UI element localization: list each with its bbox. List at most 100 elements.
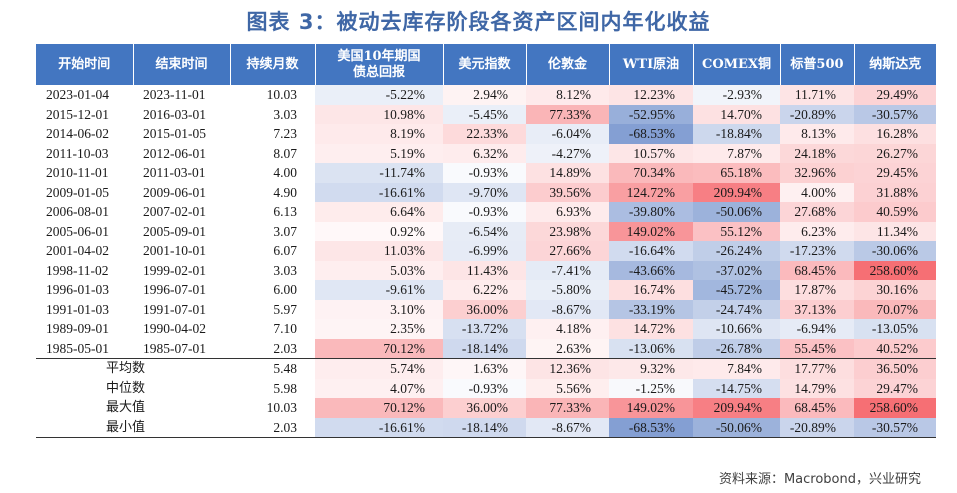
return-cell: -17.23% <box>780 241 854 261</box>
source-note: 资料来源：Macrobond，兴业研究 <box>718 472 921 487</box>
return-cell: 5.03% <box>315 260 443 280</box>
return-cell: 65.18% <box>693 163 780 183</box>
return-cell: 10.57% <box>609 143 693 163</box>
return-cell: -16.61% <box>315 182 443 202</box>
start-date-cell: 1985-05-01 <box>46 340 109 356</box>
page-title: 图表 3：被动去库存阶段各资产区间内年化收益 <box>246 10 711 34</box>
return-cell: -50.06% <box>693 417 780 438</box>
return-cell: 32.96% <box>780 163 854 183</box>
return-cell: 70.07% <box>854 299 936 319</box>
return-cell: 149.02% <box>609 398 693 418</box>
return-cell: -68.53% <box>609 124 693 144</box>
return-cell: 17.87% <box>780 280 854 300</box>
return-cell: 29.45% <box>854 163 936 183</box>
header-london-gold: 伦敦金 <box>525 44 609 85</box>
table-row: 2006-08-01 2007-02-01 6.13 6.64% -0.93% 6.93%… <box>36 202 936 222</box>
return-cell: 6.23% <box>780 221 854 241</box>
return-cell: 5.56% <box>526 378 609 398</box>
return-cell: 124.72% <box>609 182 693 202</box>
months-cell: 3.03 <box>273 106 297 122</box>
start-date-cell: 1989-09-01 <box>46 321 109 336</box>
return-cell: -45.72% <box>693 280 780 300</box>
return-cell: 6.93% <box>526 202 609 222</box>
header-row: 开始时间 结束时间 持续月数 美国10年期国债总回报 美元指数 伦敦金 WTI原… <box>36 44 936 85</box>
months-cell: 3.03 <box>273 262 297 278</box>
return-cell: -43.66% <box>609 260 693 280</box>
start-date-cell: 2015-12-01 <box>46 106 109 122</box>
return-cell: -10.66% <box>693 319 780 339</box>
start-date-cell: 2011-10-03 <box>46 145 109 161</box>
end-date-cell: 1985-07-01 <box>143 340 206 356</box>
months-cell: 6.07 <box>273 243 297 258</box>
table-row: 1989-09-01 1990-04-02 7.10 2.35% -13.72% 4.18… <box>36 319 936 339</box>
return-cell: 11.34% <box>854 221 936 241</box>
start-date-cell: 1998-11-02 <box>46 262 109 278</box>
return-cell: 55.12% <box>693 221 780 241</box>
months-cell: 8.07 <box>273 145 297 161</box>
return-cell: -52.95% <box>609 104 693 124</box>
return-cell: 8.13% <box>780 124 854 144</box>
return-cell: 12.36% <box>526 358 609 379</box>
return-cell: -50.06% <box>693 202 780 222</box>
table-row: 2015-12-01 2016-03-01 3.03 10.98% -5.45% 77.3… <box>36 104 936 124</box>
return-cell: 4.00% <box>780 182 854 202</box>
months-cell: 10.03 <box>266 400 297 415</box>
end-date-cell: 2005-09-01 <box>143 223 206 239</box>
return-cell: 209.94% <box>693 182 780 202</box>
return-cell: 22.33% <box>443 124 526 144</box>
return-cell: -37.02% <box>693 260 780 280</box>
return-cell: -1.25% <box>609 378 693 398</box>
return-cell: 209.94% <box>693 398 780 418</box>
summary-row: 最小值 2.03 -16.61% -18.14% -8.67% -68.53% -50.06… <box>36 417 936 438</box>
return-cell: -4.27% <box>526 143 609 163</box>
return-cell: -30.06% <box>854 241 936 261</box>
return-cell: -6.99% <box>443 241 526 261</box>
return-cell: -13.06% <box>609 338 693 359</box>
table-row: 2009-01-05 2009-06-01 4.90 -16.61% -9.70% 39.… <box>36 182 936 202</box>
return-cell: 16.28% <box>854 124 936 144</box>
return-cell: 9.32% <box>609 358 693 379</box>
header-wti-crude: WTI原油 <box>608 44 693 85</box>
start-date-cell: 2005-06-01 <box>46 223 109 239</box>
summary-row: 平均数 5.48 5.74% 1.63% 12.36% 9.32% 7.84% 17.77% 3… <box>36 358 936 379</box>
return-cell: -9.61% <box>315 280 443 300</box>
return-cell: -68.53% <box>609 417 693 438</box>
return-cell: 2.94% <box>443 85 526 105</box>
return-cell: 26.27% <box>854 143 936 163</box>
start-date-cell: 2010-11-01 <box>46 165 109 180</box>
return-cell: 4.18% <box>526 319 609 339</box>
return-cell: 10.98% <box>315 104 443 124</box>
months-cell: 6.13 <box>273 204 297 219</box>
return-cell: 30.16% <box>854 280 936 300</box>
table-body: 2023-01-04 2023-11-01 10.03 -5.22% 2.94% 8.12… <box>36 85 936 438</box>
return-cell: -6.54% <box>443 221 526 241</box>
header-end-date: 结束时间 <box>132 44 230 85</box>
return-cell: -39.80% <box>609 202 693 222</box>
start-date-cell: 1991-01-03 <box>46 301 109 317</box>
table-row: 1991-01-03 1991-07-01 5.97 3.10% 36.00% -8.67… <box>36 299 936 319</box>
end-date-cell: 2023-11-01 <box>143 87 206 102</box>
end-date-cell: 2016-03-01 <box>143 106 206 122</box>
summary-label-cell: 平均数 <box>36 358 230 379</box>
months-cell: 10.03 <box>266 87 297 102</box>
return-cell: 4.07% <box>315 378 443 398</box>
return-cell: 40.59% <box>854 202 936 222</box>
return-cell: 68.45% <box>780 260 854 280</box>
return-cell: -30.57% <box>854 417 936 438</box>
return-cell: -13.72% <box>443 319 526 339</box>
return-cell: 39.56% <box>526 182 609 202</box>
returns-table-container: 开始时间 结束时间 持续月数 美国10年期国债总回报 美元指数 伦敦金 WTI原… <box>36 44 936 438</box>
return-cell: -7.41% <box>526 260 609 280</box>
returns-table: 开始时间 结束时间 持续月数 美国10年期国债总回报 美元指数 伦敦金 WTI原… <box>36 44 936 438</box>
months-cell: 7.23 <box>273 126 297 141</box>
return-cell: -18.84% <box>693 124 780 144</box>
return-cell: 29.49% <box>854 85 936 105</box>
return-cell: 2.63% <box>526 338 609 359</box>
return-cell: 6.22% <box>443 280 526 300</box>
table-row: 2014-06-02 2015-01-05 7.23 8.19% 22.33% -6.04… <box>36 124 936 144</box>
months-cell: 7.10 <box>273 321 297 336</box>
return-cell: -5.80% <box>526 280 609 300</box>
table-row: 2023-01-04 2023-11-01 10.03 -5.22% 2.94% 8.12… <box>36 85 936 105</box>
return-cell: 36.00% <box>443 398 526 418</box>
end-date-cell: 2009-06-01 <box>143 184 206 200</box>
